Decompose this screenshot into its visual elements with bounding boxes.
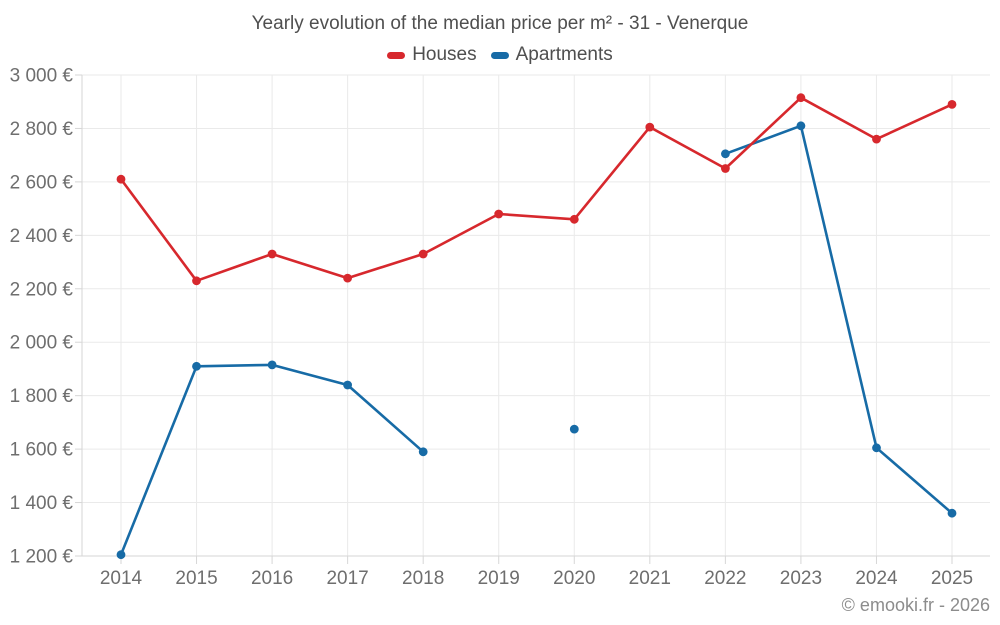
y-tick-label: 2 600 € [10,172,74,193]
data-point-apartments-2017[interactable] [343,380,352,390]
x-tick-label: 2017 [326,568,368,589]
data-point-apartments-2014[interactable] [116,550,126,560]
x-tick-label: 2014 [100,568,143,589]
y-tick-label: 2 400 € [10,226,74,247]
data-point-apartments-2020[interactable] [569,424,579,434]
data-point-houses-2017[interactable] [343,273,352,283]
data-point-houses-2023[interactable] [796,93,806,103]
data-point-apartments-2015[interactable] [192,361,201,371]
data-point-apartments-2025[interactable] [947,508,957,518]
x-tick-label: 2022 [704,568,746,589]
x-tick-label: 2021 [629,568,671,589]
x-tick-label: 2018 [402,568,444,589]
y-tick-label: 1 400 € [10,493,74,514]
y-tick-label: 2 800 € [10,119,74,140]
series-line-houses [119,96,954,283]
y-tick-label: 2 000 € [10,333,74,354]
y-tick-label: 2 200 € [10,279,74,300]
data-point-houses-2020[interactable] [569,214,579,224]
chart-legend: Houses Apartments [0,44,1000,66]
x-tick-label: 2016 [251,568,293,589]
series-line-apartments [119,124,954,556]
x-tick-label: 2023 [780,568,822,589]
chart-title: Yearly evolution of the median price per… [251,13,749,34]
y-tick-label: 3 000 € [10,66,74,87]
data-point-houses-2019[interactable] [494,209,504,219]
x-tick-label: 2020 [553,568,595,589]
x-tick-label: 2015 [175,568,217,589]
data-point-houses-2015[interactable] [192,276,201,286]
data-point-apartments-2022[interactable] [721,149,730,159]
legend-swatch-apartments [490,51,509,59]
x-tick-label: 2019 [478,568,520,589]
y-tick-label: 1 600 € [10,440,74,461]
legend-swatch-houses [387,51,406,59]
data-point-houses-2018[interactable] [418,249,428,259]
x-tick-label: 2025 [931,568,973,589]
data-point-apartments-2018[interactable] [418,447,428,457]
data-point-houses-2024[interactable] [872,134,881,144]
data-point-houses-2021[interactable] [645,122,655,132]
data-point-houses-2014[interactable] [116,174,126,184]
y-tick-label: 1 200 € [10,547,74,568]
legend-item-apartments[interactable]: Apartments [490,44,613,66]
data-point-apartments-2016[interactable] [267,360,277,370]
data-point-houses-2016[interactable] [267,249,277,259]
y-tick-label: 1 800 € [10,386,74,407]
legend-label-houses: Houses [412,44,477,65]
data-point-apartments-2023[interactable] [796,121,806,131]
data-point-apartments-2024[interactable] [872,443,881,453]
legend-item-houses[interactable]: Houses [387,44,477,66]
legend-label-apartments: Apartments [515,44,613,65]
data-point-houses-2025[interactable] [947,100,957,109]
data-point-houses-2022[interactable] [721,164,730,173]
copyright-credit: © emooki.fr - 2026 [841,595,990,615]
x-tick-label: 2024 [855,568,898,589]
